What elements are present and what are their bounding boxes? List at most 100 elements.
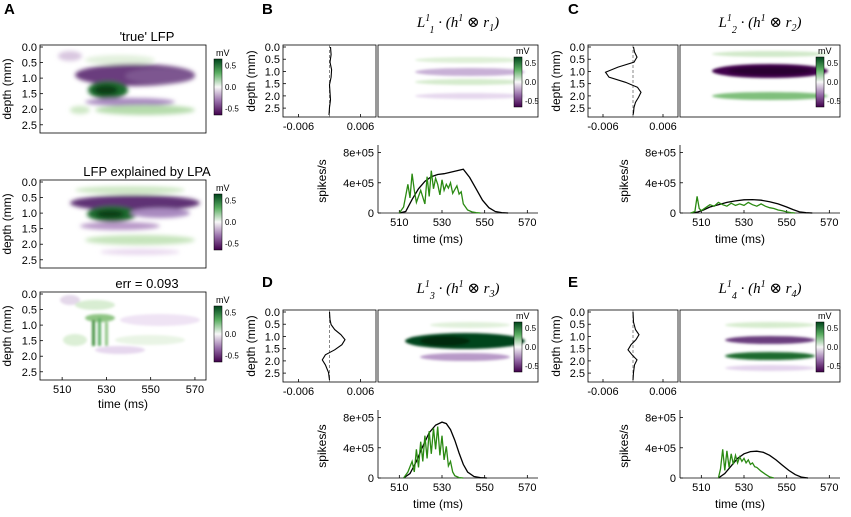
heatmap-blob	[130, 208, 190, 218]
colorbar-tick: 0.5	[225, 197, 237, 206]
heatmap-blob	[105, 322, 108, 346]
x-tick-label: 570	[186, 384, 204, 396]
title-part: r	[786, 281, 792, 297]
y-tick-label: 1.5	[22, 89, 37, 101]
title-part: 3	[429, 291, 435, 302]
y-tick-label: 4e+05	[645, 443, 676, 455]
x-tick-label: 550	[141, 384, 159, 396]
x-tick-label: 510	[53, 384, 71, 396]
x-tick-label: 550	[777, 482, 795, 494]
y-tick-label: 2.0	[570, 91, 585, 103]
heatmap-title: 'true' LFP	[120, 29, 175, 44]
y-tick-label: 0.0	[22, 177, 37, 189]
title-part: 1	[727, 13, 732, 24]
x-tick-label: 0.006	[347, 386, 375, 398]
title-part: )	[796, 281, 802, 297]
heatmap-lpa-lfp: LFP explained by LPA	[39, 164, 211, 269]
title-part: 3	[489, 289, 495, 300]
x-tick-label: -0.006	[587, 121, 618, 133]
heatmap-blob	[92, 320, 95, 346]
title-part: L	[416, 15, 425, 31]
heatmap-blob	[85, 235, 195, 245]
title-part: 2	[732, 25, 737, 36]
panel-b-title: L11 · (h1 ⊗ r1)	[416, 13, 499, 36]
heatmap-blob	[75, 186, 185, 194]
title-part: 1	[761, 13, 766, 24]
panel-a: A 'true' LFP L	[0, 1, 239, 411]
title-part: 2	[792, 23, 797, 34]
title-part: 1	[425, 13, 429, 24]
x-tick-label: 530	[433, 482, 451, 494]
y-axis-label: depth (mm)	[0, 305, 14, 366]
colorbar-tick: 0.0	[827, 343, 839, 352]
title-part: 4	[792, 289, 797, 300]
colorbar-tick: 0.5	[827, 59, 839, 68]
panel-formula-title: L14 · (h1 ⊗ r4)	[717, 279, 801, 302]
map-band	[420, 353, 510, 361]
y-tick-label: 1.0	[265, 331, 280, 343]
plot-frame	[39, 291, 207, 381]
colorbar	[513, 321, 523, 373]
y-tick-label: 2.0	[22, 104, 37, 116]
colorbar-tick: -0.5	[525, 97, 539, 106]
colorbar-tick: 0.5	[827, 324, 839, 333]
y-tick-label: 0.0	[570, 307, 585, 319]
colorbar-tick: -0.5	[225, 104, 239, 113]
colorbar-unit: mV	[216, 48, 230, 58]
panel-formula-title: L13 · (h1 ⊗ r3)	[415, 279, 499, 302]
x-tick-label: 0.006	[649, 386, 677, 398]
colorbar	[213, 58, 223, 116]
panel-formula-title: L12 · (h1 ⊗ r2)	[717, 13, 801, 36]
panel-letter-b: B	[262, 1, 273, 18]
y-tick-label: 1.5	[22, 224, 37, 236]
colorbar	[815, 56, 825, 108]
panel-e-title: L14 · (h1 ⊗ r4)	[717, 279, 801, 302]
y-tick-label: 2.0	[265, 356, 280, 368]
y-axis-label: depth (mm)	[549, 50, 563, 111]
map-band	[415, 93, 525, 99]
map-band	[712, 92, 828, 100]
x-tick-label: 530	[735, 482, 753, 494]
colorbar	[213, 193, 223, 251]
colorbar-unit: mV	[516, 46, 530, 56]
heatmap-blob	[63, 334, 87, 346]
y-tick-label: 2.5	[570, 103, 585, 115]
panel-letter-d: D	[262, 274, 273, 291]
map-band	[725, 365, 815, 371]
y-axis-label: spikes/s	[617, 159, 631, 202]
x-tick-label: 0.006	[649, 121, 677, 133]
title-part: ⊗	[766, 281, 786, 297]
panel-c-title: L12 · (h1 ⊗ r2)	[717, 13, 801, 36]
x-tick-label: 570	[518, 482, 536, 494]
title-part: L	[717, 15, 726, 31]
y-tick-label: 1.0	[22, 208, 37, 220]
colorbar-tick: 0.0	[525, 343, 537, 352]
x-tick-label: 550	[475, 217, 493, 229]
y-tick-label: 0.0	[265, 42, 280, 54]
heatmap-blob	[60, 295, 80, 305]
map-band	[430, 322, 510, 328]
x-tick-label: 550	[475, 482, 493, 494]
title-part: 1	[429, 25, 434, 36]
map-band	[415, 68, 525, 76]
y-axis-label: depth (mm)	[244, 315, 258, 376]
colorbar-tick: 0.0	[225, 83, 237, 92]
heatmap-title: LFP explained by LPA	[83, 164, 211, 179]
x-axis-label: time (ms)	[715, 232, 765, 246]
y-tick-label: 1.0	[22, 73, 37, 85]
map-band	[728, 67, 812, 75]
x-tick-label: 530	[735, 217, 753, 229]
title-part: 1	[425, 279, 430, 290]
y-tick-label: 1.0	[22, 320, 37, 332]
y-tick-label: 0.0	[570, 42, 585, 54]
y-tick-label: 1.5	[265, 344, 280, 356]
colorbar-unit: mV	[216, 295, 230, 305]
y-tick-label: 1.5	[265, 79, 280, 91]
heatmap-blob	[58, 51, 82, 61]
x-tick-label: 510	[692, 217, 710, 229]
y-tick-label: 8e+05	[343, 413, 374, 425]
title-part: 1	[727, 279, 732, 290]
title-part: 1	[458, 13, 463, 24]
y-tick-label: 2.0	[265, 91, 280, 103]
